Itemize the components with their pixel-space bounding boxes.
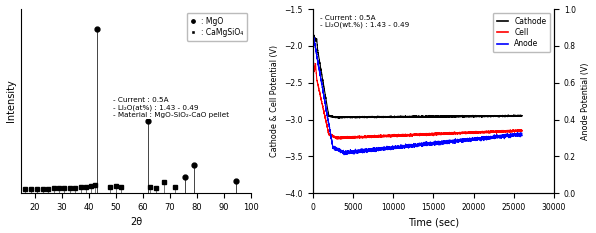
Cell (318, 100, 325, 103)
Line: Anode: Anode (313, 36, 522, 155)
Cell (514, 129, 522, 132)
X-axis label: Time (sec): Time (sec) (408, 217, 459, 227)
Anode (340, 153, 347, 156)
X-axis label: 2θ: 2θ (130, 217, 142, 227)
Cathode (519, 114, 526, 117)
Anode (309, 35, 316, 38)
Cathode (319, 76, 326, 79)
Anode (453, 139, 460, 142)
Cell (319, 103, 326, 106)
Cathode (514, 114, 522, 117)
Y-axis label: Anode Potential (V): Anode Potential (V) (582, 62, 591, 140)
Cathode (453, 115, 460, 118)
Cell (390, 134, 398, 137)
Cathode (309, 33, 316, 36)
Anode (390, 147, 398, 149)
Cell (309, 58, 316, 61)
Y-axis label: Intensity: Intensity (5, 80, 15, 123)
Cell (309, 59, 316, 62)
Line: Cathode: Cathode (313, 34, 522, 118)
Y-axis label: Cathode & Cell Potential (V): Cathode & Cell Potential (V) (270, 45, 279, 157)
Cathode (335, 117, 342, 120)
Cell (337, 138, 344, 140)
Legend: Cathode, Cell, Anode: Cathode, Cell, Anode (493, 13, 550, 52)
Cell (519, 130, 526, 133)
Cathode (390, 116, 398, 118)
Cathode (318, 73, 325, 75)
Text: - Current : 0.5A
- Li₂O(at%) : 1.43 - 0.49
- Material : MgO-SiO₂-CaO pellet: - Current : 0.5A - Li₂O(at%) : 1.43 - 0.… (113, 97, 229, 118)
Anode (319, 86, 326, 88)
Text: - Current : 0.5A
- Li₂O(wt.%) : 1.43 - 0.49: - Current : 0.5A - Li₂O(wt.%) : 1.43 - 0… (320, 15, 409, 28)
Anode (318, 83, 325, 86)
Cell (453, 131, 460, 134)
Legend: : MgO, : CaMgSiO₄: : MgO, : CaMgSiO₄ (187, 13, 247, 41)
Cathode (309, 33, 316, 36)
Anode (464, 138, 471, 141)
Anode (519, 134, 526, 137)
Anode (310, 34, 317, 37)
Cell (464, 131, 471, 134)
Cathode (464, 115, 471, 118)
Anode (514, 134, 522, 137)
Line: Cell: Cell (313, 60, 522, 139)
